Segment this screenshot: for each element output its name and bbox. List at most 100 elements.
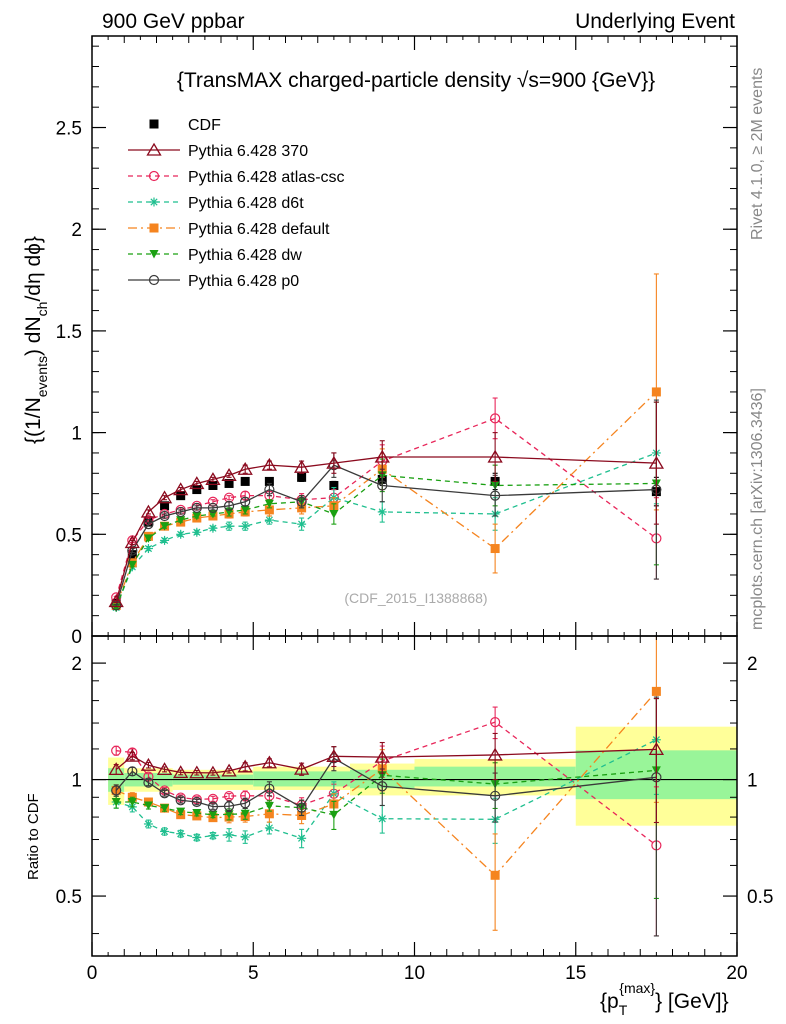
data-point xyxy=(264,515,274,525)
y-tick-label: 2 xyxy=(71,220,82,241)
data-point xyxy=(490,413,501,424)
header-left: 900 GeV ppbar xyxy=(102,10,244,33)
main-series-6 xyxy=(111,399,662,611)
ratio-series-1 xyxy=(108,697,665,824)
legend-marker xyxy=(148,274,160,286)
band-inner-3 xyxy=(253,771,350,787)
header-right: Underlying Event xyxy=(575,10,735,33)
data-point-stroke xyxy=(241,833,249,841)
data-point xyxy=(240,521,250,531)
data-point-stroke xyxy=(298,520,306,528)
main-series-2 xyxy=(111,397,662,603)
data-point xyxy=(329,480,339,490)
data-point xyxy=(111,785,122,796)
series-line-2 xyxy=(115,417,657,598)
data-point xyxy=(237,461,253,475)
data-point xyxy=(297,833,307,843)
data-point xyxy=(651,686,661,696)
data-point xyxy=(224,478,234,488)
data-point xyxy=(192,833,202,843)
x-tick-label: 10 xyxy=(404,963,425,984)
data-point xyxy=(223,801,235,812)
data-point xyxy=(648,742,665,755)
data-point xyxy=(192,485,202,495)
xlabel-part-3: } [GeV]} xyxy=(655,990,729,1013)
y-tick-label: 0.5 xyxy=(56,525,82,546)
data-point xyxy=(143,819,153,829)
data-point xyxy=(487,747,503,761)
data-point xyxy=(487,449,503,463)
x-axis-label: {pT {max}} [GeV]} xyxy=(600,980,729,1018)
ylabel-part-4: /dη dϕ} xyxy=(22,236,45,301)
data-point xyxy=(124,748,140,762)
series-line-3 xyxy=(115,739,657,840)
data-point xyxy=(208,810,218,820)
legend-entry-6: Pythia 6.428 p0 xyxy=(128,273,299,290)
legend-entry-5: Pythia 6.428 dw xyxy=(128,247,302,264)
data-point xyxy=(377,781,388,792)
data-point xyxy=(176,529,186,539)
data-point xyxy=(176,516,186,525)
data-point xyxy=(124,535,140,549)
rivet-version-label: Rivet 4.1.0, ≥ 2M events xyxy=(749,68,766,240)
y-tick-label: 0 xyxy=(71,627,82,648)
data-point xyxy=(264,823,274,833)
data-point xyxy=(377,507,387,517)
data-point xyxy=(240,505,250,515)
data-point xyxy=(377,814,387,824)
legend-entry-4: Pythia 6.428 default xyxy=(128,221,330,238)
data-point xyxy=(207,801,219,812)
data-point xyxy=(490,490,501,501)
legend-label: Pythia 6.428 default xyxy=(188,221,330,238)
data-point xyxy=(326,749,342,762)
data-point xyxy=(293,459,310,473)
data-point xyxy=(264,801,274,811)
data-point xyxy=(189,765,205,779)
data-point xyxy=(264,476,274,486)
legend-entry-3: Pythia 6.428 d6t xyxy=(128,195,304,212)
ratio-panel-series xyxy=(108,636,665,937)
legend-marker xyxy=(149,197,159,207)
data-point xyxy=(224,830,234,840)
x-tick-label: 20 xyxy=(726,963,747,984)
main-chart-title: {TransMAX charged-particle density √s=90… xyxy=(177,69,655,92)
data-point-stroke xyxy=(177,530,185,538)
y-tick-label: 1.5 xyxy=(56,322,82,343)
data-point-stroke xyxy=(209,832,217,840)
legend: CDF Pythia 6.428 370 Pythia 6.428 atlas-cs… xyxy=(128,117,345,290)
watermark: (CDF_2015_I1388868) xyxy=(344,590,487,606)
legend-marker xyxy=(149,250,159,259)
series-line-3 xyxy=(115,452,657,608)
data-point xyxy=(176,829,186,839)
data-point xyxy=(648,455,665,469)
data-point xyxy=(173,765,189,779)
x-tick-label: 0 xyxy=(87,963,98,984)
data-point xyxy=(160,522,170,531)
data-point-stroke xyxy=(144,544,153,553)
main-series-1 xyxy=(108,401,665,608)
data-point xyxy=(264,484,275,495)
data-point xyxy=(205,472,221,486)
data-point-stroke xyxy=(160,536,169,545)
data-point xyxy=(143,544,153,554)
ratio-y-tick-label: 0.5 xyxy=(56,887,82,908)
data-point xyxy=(490,716,501,728)
data-point xyxy=(127,545,138,556)
data-point-stroke xyxy=(225,831,233,839)
ratio-y-tick-label-right: 1 xyxy=(747,771,758,792)
ylabel-part-0: {(1/N xyxy=(22,397,45,444)
data-point xyxy=(264,499,274,509)
axes: 00.511.522.50.5 0.51 12 20 5 10 15 20 xyxy=(56,36,773,984)
ratio-y-axis-label: Ratio to CDF xyxy=(25,793,42,880)
data-point xyxy=(127,560,137,570)
legend-entry-1: Pythia 6.428 370 xyxy=(128,142,308,160)
legend-label: Pythia 6.428 dw xyxy=(188,247,302,264)
data-point xyxy=(293,761,310,775)
data-point xyxy=(159,788,170,799)
data-point xyxy=(264,783,275,794)
legend-label: Pythia 6.428 atlas-csc xyxy=(188,169,345,186)
ratio-y-tick-label-right: 2 xyxy=(747,654,758,675)
data-point xyxy=(111,603,121,613)
main-series-5 xyxy=(111,401,661,613)
data-point-stroke xyxy=(378,508,386,516)
